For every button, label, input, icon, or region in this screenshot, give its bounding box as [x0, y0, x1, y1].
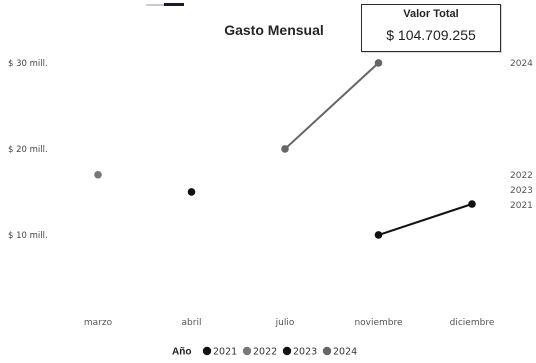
tab-indicator-active [164, 3, 184, 6]
tab-indicator-inactive [146, 4, 164, 6]
x-tick-label: diciembre [450, 318, 495, 328]
x-tick-label: noviembre [354, 318, 403, 328]
y-tick-label: $ 30 mill. [8, 59, 48, 69]
series-line-2024 [284, 62, 380, 150]
legend-title: Año [172, 347, 191, 358]
x-tick-label: abril [182, 318, 202, 328]
data-point-2021 [374, 231, 383, 239]
total-value-card-value: $ 104.709.255 [386, 27, 476, 43]
data-point-2024 [281, 145, 289, 153]
chart-title: Gasto Mensual [224, 22, 324, 38]
data-point-2024 [374, 59, 383, 67]
data-point-2021 [187, 188, 196, 196]
x-tick-label: julio [275, 318, 295, 328]
legend-label: 2023 [293, 347, 317, 358]
y-tick-label: $ 20 mill. [8, 145, 48, 155]
legend-marker [282, 346, 292, 356]
total-value-card-title: Valor Total [403, 8, 459, 20]
series-end-label: 2024 [510, 59, 533, 69]
series-end-label: 2023 [510, 186, 533, 196]
series-end-label: 2021 [510, 201, 533, 211]
y-tick-label: $ 10 mill. [8, 231, 48, 241]
total-value-card: Valor Total $ 104.709.255 [361, 4, 501, 52]
legend-label: 2021 [213, 347, 237, 358]
legend-label: 2024 [333, 347, 357, 358]
legend-marker [202, 346, 212, 356]
legend-marker [242, 346, 252, 356]
x-tick-label: marzo [84, 318, 113, 328]
tab-indicator [146, 3, 184, 6]
legend-marker [322, 346, 332, 356]
series-line-2021 [378, 203, 473, 236]
data-point-2021 [468, 200, 476, 208]
legend-label: 2022 [253, 347, 277, 358]
series-end-label: 2022 [510, 171, 533, 181]
data-point-2022 [94, 170, 102, 179]
